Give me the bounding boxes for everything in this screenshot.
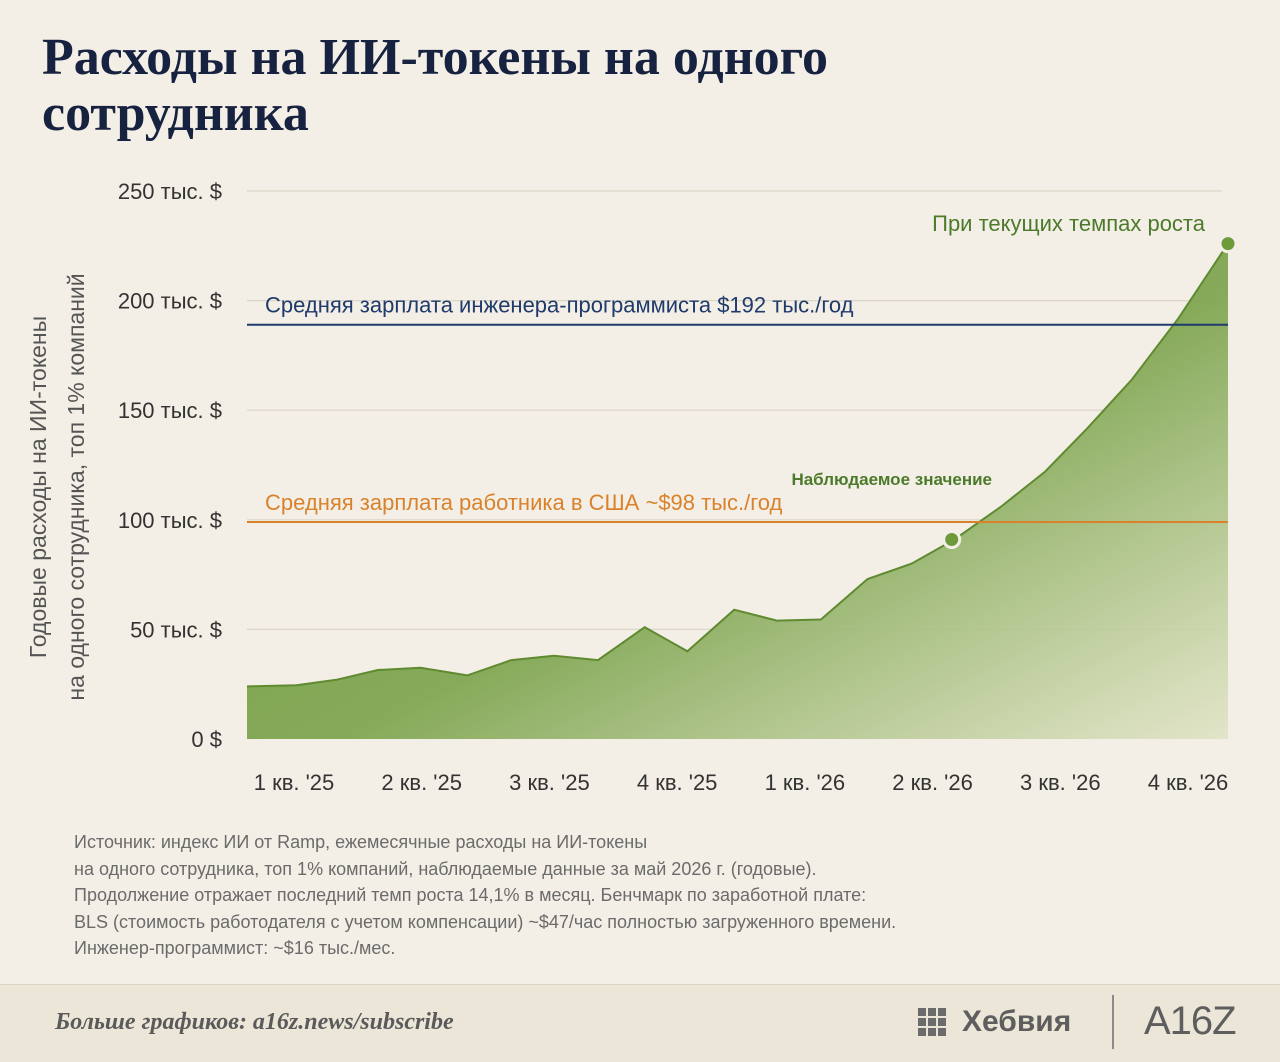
area-series-line [246, 243, 1229, 688]
annotations: Наблюдаемое значение При текущих темпах р… [791, 211, 1238, 550]
source-line: на одного сотрудника, топ 1% компаний, н… [74, 858, 817, 879]
brand-divider [1112, 995, 1114, 1049]
y-axis-title-line: на одного сотрудника, топ 1% компаний [63, 273, 89, 700]
x-tick-label: 1 кв. '25 [254, 770, 335, 795]
area-series [247, 243, 1228, 739]
y-axis-ticks: 0 $ 50 тыс. $ 100 тыс. $ 150 тыс. $ 200 тыс.… [118, 179, 222, 752]
chart-title: Расходы на ИИ-токены на одного сотрудник… [42, 29, 828, 142]
x-tick-label: 4 кв. '25 [637, 770, 718, 795]
y-tick-label: 0 $ [191, 727, 222, 752]
chart: 0 $ 50 тыс. $ 100 тыс. $ 150 тыс. $ 200 тыс.… [25, 179, 1238, 795]
y-axis-title: Годовые расходы на ИИ-токены на одного со… [25, 273, 89, 700]
x-tick-label: 4 кв. '26 [1148, 770, 1229, 795]
source-line: BLS (стоимость работодателя с учетом ком… [74, 911, 897, 932]
x-axis-ticks: 1 кв. '25 2 кв. '25 3 кв. '25 4 кв. '25 1 кв… [254, 770, 1229, 795]
y-axis-label: Годовые расходы на ИИ-токены на одного со… [25, 273, 89, 700]
brand-name: Хебвия [962, 1005, 1072, 1038]
y-tick-label: 50 тыс. $ [130, 617, 222, 642]
source-line: Продолжение отражает последний темп рост… [74, 885, 867, 905]
y-axis-title-line: Годовые расходы на ИИ-токены [25, 316, 51, 658]
projected-point-marker [1218, 234, 1238, 254]
x-tick-label: 3 кв. '26 [1020, 770, 1101, 795]
brand: Хебвия [918, 1005, 1071, 1039]
observed-point-label: Наблюдаемое значение [791, 470, 992, 489]
observed-point-marker [942, 530, 962, 550]
x-tick-label: 1 кв. '26 [765, 770, 846, 795]
reference-line-label: Средняя зарплата инженера-программиста $… [265, 293, 854, 318]
y-tick-label: 250 тыс. $ [118, 179, 222, 204]
projected-point-label: При текущих темпах роста [932, 211, 1206, 236]
y-tick-label: 100 тыс. $ [118, 508, 222, 533]
x-tick-label: 2 кв. '25 [381, 770, 462, 795]
source-line: Инженер-программист: ~$16 тыс./мес. [74, 938, 396, 958]
reference-lines: Средняя зарплата инженера-программиста $… [247, 293, 1228, 523]
x-tick-label: 3 кв. '25 [509, 770, 590, 795]
subscribe-link[interactable]: Больше графиков: a16z.news/subscribe [55, 1009, 454, 1035]
reference-line-label: Средняя зарплата работника в США ~$98 ты… [265, 490, 783, 515]
source-line: Источник: индекс ИИ от Ramp, ежемесячные… [74, 832, 648, 852]
source-note: Источник: индекс ИИ от Ramp, ежемесячные… [74, 829, 1074, 962]
a16z-logo: A16Z [1144, 999, 1237, 1043]
y-tick-label: 150 тыс. $ [118, 398, 222, 423]
footer: Больше графиков: a16z.news/subscribe Хеб… [0, 984, 1280, 1062]
grid-icon [918, 1008, 946, 1036]
y-tick-label: 200 тыс. $ [118, 289, 222, 314]
x-tick-label: 2 кв. '26 [892, 770, 973, 795]
